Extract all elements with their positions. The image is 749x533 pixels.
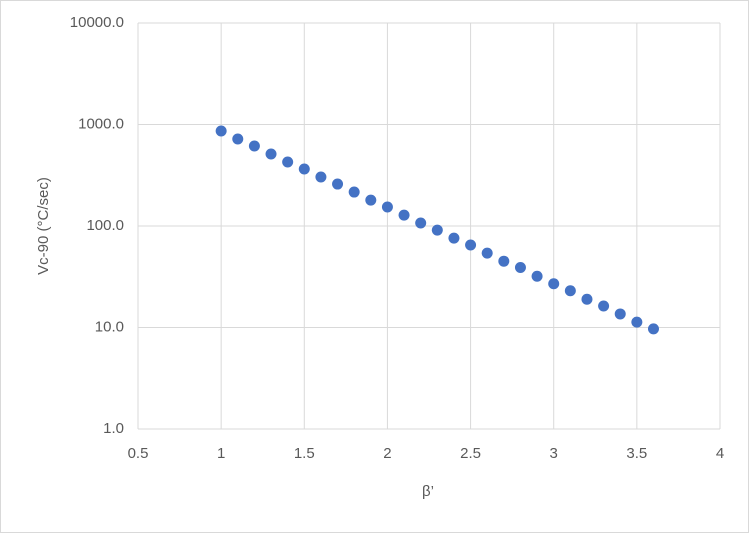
y-tick-label: 10.0: [95, 318, 124, 335]
x-tick-label: 3.5: [626, 445, 647, 462]
data-point: [298, 163, 310, 175]
data-point: [514, 262, 526, 274]
data-point: [581, 293, 593, 305]
data-point: [215, 125, 227, 137]
y-tick-label: 10000.0: [70, 14, 124, 31]
y-axis-title: Vc-90 (°C/sec): [35, 177, 52, 275]
data-point: [564, 285, 576, 297]
data-point: [598, 300, 610, 312]
x-tick-label: 0.5: [128, 445, 149, 462]
data-point: [431, 224, 443, 236]
data-point: [315, 171, 327, 183]
data-point: [481, 247, 493, 259]
data-point: [647, 323, 659, 335]
data-point: [498, 255, 510, 267]
data-point: [332, 178, 344, 190]
x-tick-label: 1: [217, 445, 225, 462]
data-point: [398, 209, 410, 221]
data-point: [448, 232, 460, 244]
data-point: [381, 201, 393, 213]
data-point: [614, 308, 626, 320]
data-point: [531, 270, 543, 282]
data-point: [631, 316, 643, 328]
x-axis-title: β’: [422, 483, 434, 500]
y-tick-label: 1000.0: [78, 115, 124, 132]
data-point: [348, 186, 360, 198]
y-tick-label: 100.0: [86, 217, 124, 234]
x-tick-label: 4: [716, 445, 724, 462]
data-point: [282, 156, 294, 168]
data-point: [465, 239, 477, 251]
x-tick-label: 2.5: [460, 445, 481, 462]
data-point: [415, 217, 427, 229]
data-point: [365, 194, 377, 206]
data-point: [265, 148, 277, 160]
data-point: [232, 133, 244, 145]
x-tick-label: 2: [383, 445, 391, 462]
x-tick-label: 3: [550, 445, 558, 462]
y-tick-label: 1.0: [103, 420, 124, 437]
data-point: [248, 140, 260, 152]
x-tick-label: 1.5: [294, 445, 315, 462]
data-point: [548, 278, 560, 290]
